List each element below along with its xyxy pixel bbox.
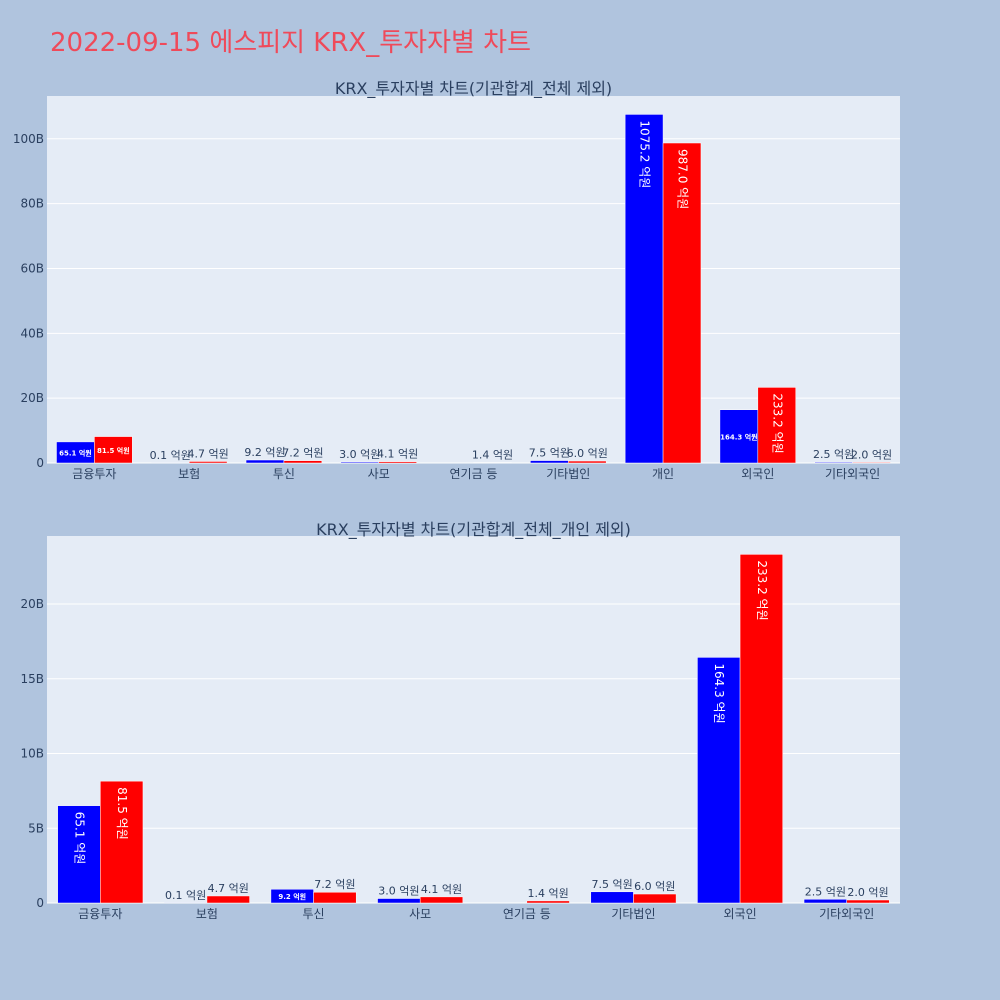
data-label: 4.7 억원: [208, 882, 249, 895]
bar: [313, 891, 357, 904]
bar: [852, 462, 891, 464]
bar: [757, 387, 796, 464]
x-tick-label: 투신: [303, 907, 325, 921]
data-label: 233.2 억원: [770, 393, 784, 453]
y-tick-label: 0: [36, 896, 44, 910]
x-tick-label: 보험: [178, 467, 200, 481]
y-tick-label: 40B: [20, 326, 44, 340]
y-tick-label: 0: [36, 456, 44, 470]
bar: [377, 898, 421, 904]
chart-1: 0 20B 40B 60B 80B 100B KRX_투자자별 차트(기관합계_전체 제외)…: [13, 79, 900, 481]
data-label: 81.5 억원: [115, 787, 129, 840]
data-label: 1075.2 억원: [638, 120, 652, 188]
x-tick-label: 개인: [652, 467, 674, 481]
y-tick-label: 20B: [20, 597, 44, 611]
bar: [419, 896, 464, 904]
data-label: 1.4 억원: [472, 449, 513, 462]
subplot-title: KRX_투자자별 차트(기관합계_전체_개인 제외): [316, 520, 631, 540]
bar: [206, 895, 250, 904]
x-tick-label: 기타외국인: [819, 907, 874, 921]
data-label: 9.2 억원: [278, 892, 306, 901]
data-label: 2.5 억원: [813, 448, 854, 461]
x-tick-label: 금융투자: [78, 907, 122, 921]
x-tick-label: 연기금 등: [450, 467, 498, 481]
x-tick-label: 연기금 등: [503, 907, 551, 921]
bar: [526, 900, 570, 904]
x-tick-label: 사모: [409, 907, 431, 921]
data-label: 987.0 억원: [676, 149, 690, 209]
y-tick-label: 60B: [20, 261, 44, 275]
data-label: 164.3 억원: [712, 663, 726, 723]
y-tick-label: 10B: [20, 747, 44, 761]
data-label: 4.1 억원: [377, 448, 418, 461]
data-label: 7.2 억원: [314, 878, 355, 891]
x-tick-label: 투신: [273, 467, 295, 481]
y-tick-label: 20B: [20, 391, 44, 405]
x-tick-label: 보험: [196, 907, 218, 921]
x-tick-label: 금융투자: [72, 467, 116, 481]
data-label: 0.1 억원: [165, 889, 206, 902]
bar: [662, 142, 702, 464]
y-tick-label: 80B: [20, 197, 44, 211]
bar: [94, 436, 133, 464]
bar: [283, 460, 323, 464]
data-label: 65.1 억원: [72, 812, 86, 865]
data-label: 1.4 억원: [528, 887, 569, 900]
bar: [697, 657, 741, 904]
bar: [188, 461, 228, 464]
y-tick-label: 5B: [28, 821, 44, 835]
x-tick-label: 외국인: [724, 907, 757, 921]
data-label: 4.7 억원: [188, 447, 229, 460]
data-label: 81.5 억원: [97, 446, 130, 455]
data-label: 2.5 억원: [805, 885, 846, 898]
data-label: 7.2 억원: [282, 447, 323, 460]
bar: [719, 409, 759, 464]
bar: [100, 780, 144, 904]
x-tick-label: 기타법인: [546, 467, 590, 481]
bar: [245, 459, 285, 464]
y-tick-label: 15B: [20, 672, 44, 686]
bar: [846, 899, 890, 904]
data-label: 65.1 억원: [59, 448, 92, 457]
x-tick-label: 기타외국인: [825, 467, 880, 481]
bar: [57, 805, 101, 904]
data-label: 164.3 억원: [720, 432, 757, 441]
data-label: 0.1 억원: [150, 449, 191, 462]
bar: [590, 891, 634, 904]
data-label: 3.0 억원: [378, 885, 419, 898]
data-label: 233.2 억원: [755, 560, 769, 620]
subplot-title: KRX_투자자별 차트(기관합계_전체 제외): [335, 79, 612, 99]
x-tick-label: 기타법인: [611, 907, 655, 921]
x-tick-label: 외국인: [741, 467, 774, 481]
bar: [814, 461, 853, 464]
data-label: 2.0 억원: [851, 448, 892, 461]
y-tick-label: 100B: [13, 132, 44, 146]
bar: [739, 554, 783, 904]
data-label: 7.5 억원: [529, 447, 570, 460]
data-label: 3.0 억원: [339, 448, 380, 461]
data-label: 7.5 억원: [591, 878, 632, 891]
chart-2: 0 5B 10B 15B 20B KRX_투자자별 차트(기관합계_전체_개인 제외) 금융…: [20, 520, 900, 921]
bar: [530, 460, 569, 464]
bar: [378, 461, 417, 464]
data-label: 4.1 억원: [421, 883, 462, 896]
bar: [568, 460, 607, 464]
bar: [803, 899, 847, 904]
bar: [633, 893, 677, 904]
data-label: 6.0 억원: [634, 880, 675, 893]
bar: [340, 461, 379, 464]
data-label: 2.0 억원: [847, 886, 888, 899]
page-title: 2022-09-15 에스피지 KRX_투자자별 차트: [50, 28, 532, 58]
x-tick-label: 사모: [368, 467, 390, 481]
data-label: 6.0 억원: [567, 447, 608, 460]
data-label: 9.2 억원: [244, 446, 285, 459]
